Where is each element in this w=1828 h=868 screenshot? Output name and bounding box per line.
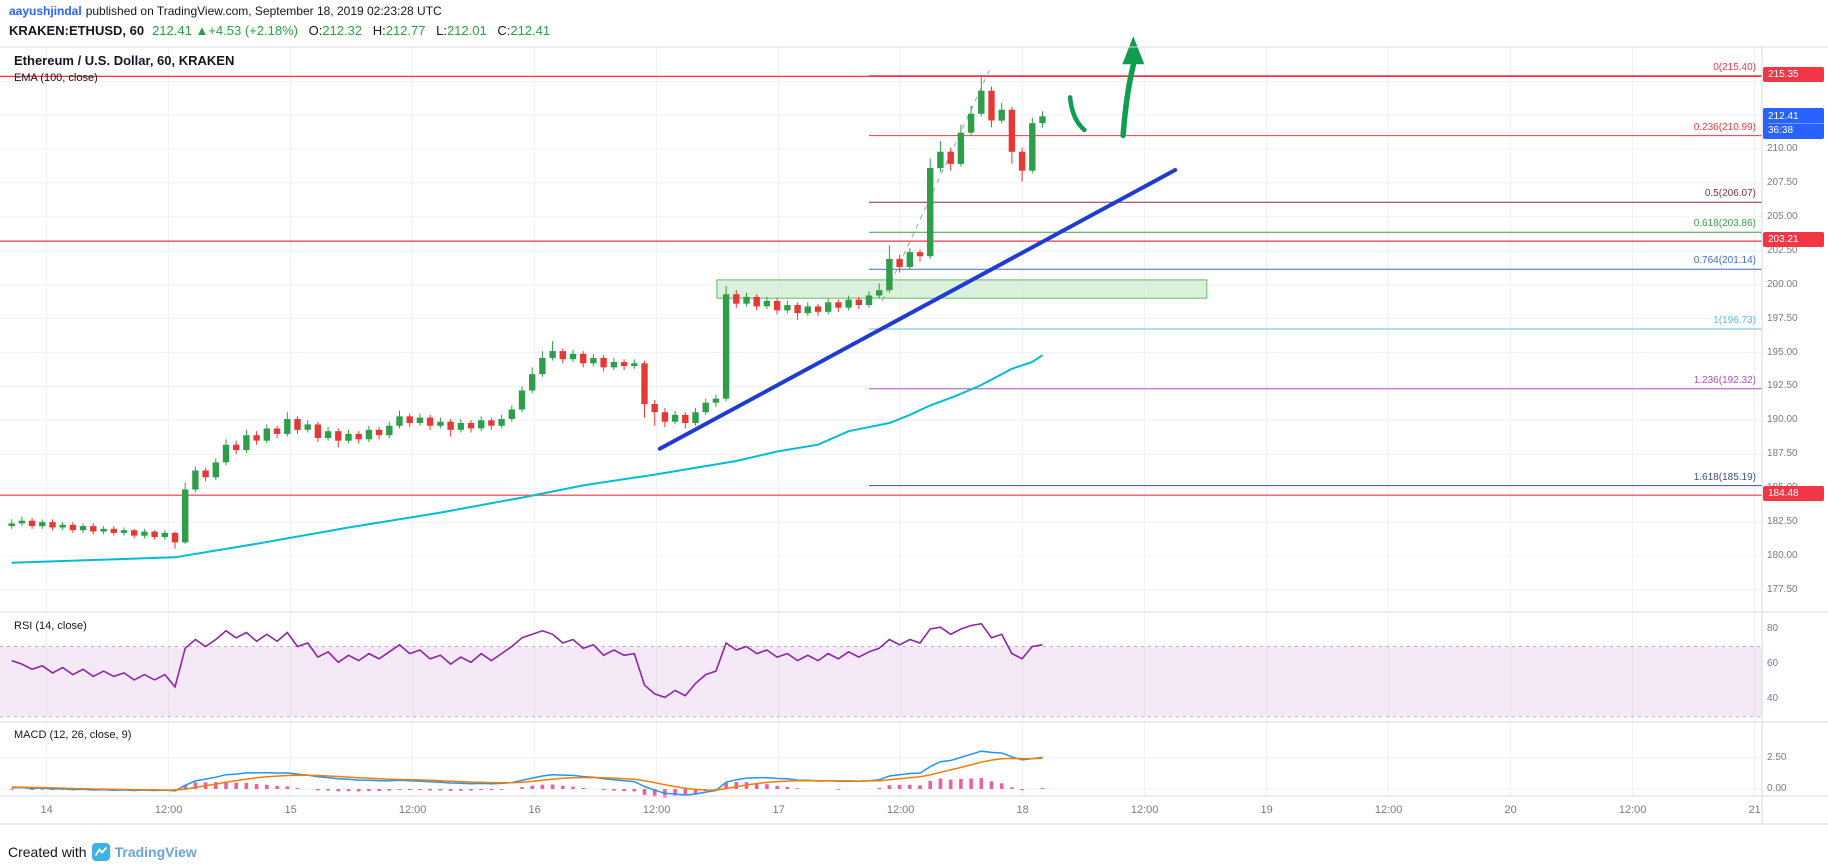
- last-price-label: 212.41 36:38: [1763, 108, 1824, 140]
- price-axis-label: 177.50: [1767, 583, 1798, 595]
- tradingview-brand-text[interactable]: TradingView: [114, 844, 197, 860]
- up-arrow-head: [1122, 36, 1145, 65]
- ohlc-close: C:212.41: [497, 23, 551, 38]
- symbol-title[interactable]: KRAKEN:ETHUSD, 60: [9, 23, 145, 38]
- ohlc-high: H:212.77: [372, 23, 426, 38]
- price-axis-label: 202.50: [1767, 244, 1798, 256]
- time-axis-label: 17: [772, 804, 785, 816]
- time-axis-label: 12:00: [1130, 804, 1159, 816]
- time-axis-label: 12:00: [1618, 804, 1647, 816]
- macd-pane-label[interactable]: MACD (12, 26, close, 9): [14, 729, 132, 741]
- ohlc-low: L:212.01: [436, 23, 487, 38]
- time-axis-label: 12:00: [398, 804, 427, 816]
- time-axis-label: 14: [40, 804, 53, 816]
- alert-price-label: 215.35: [1763, 67, 1824, 83]
- change-up-arrow-icon: ▲: [195, 23, 209, 38]
- price-axis-label: 190.00: [1767, 414, 1798, 426]
- bar-countdown: 36:38: [1768, 123, 1824, 137]
- price-axis-label: 197.50: [1767, 312, 1798, 324]
- price-change: +4.53 (+2.18%): [208, 23, 298, 38]
- price-axis-label: 200.00: [1767, 278, 1798, 290]
- publish-bar: aayushjindal published on TradingView.com…: [9, 4, 442, 18]
- time-axis-label: 15: [284, 804, 297, 816]
- price-axis-label: 210.00: [1767, 143, 1798, 154]
- macd-histogram: [9, 778, 1045, 798]
- grid-lines: [0, 47, 1762, 796]
- symbol-ohlc-bar: KRAKEN:ETHUSD, 60 212.41 ▲+4.53 (+2.18%) …: [9, 23, 550, 38]
- rsi-axis-label: 40: [1767, 693, 1779, 705]
- small-green-tick: [1067, 95, 1087, 133]
- time-axis[interactable]: 14 12:00 15 12:00 16 12:00 17 12:00 18 12:00 19 12:…: [0, 798, 1762, 824]
- horizontal-alert-lines[interactable]: [0, 75, 1762, 496]
- green-arrow-drawings[interactable]: [1067, 36, 1145, 139]
- time-axis-label: 12:00: [154, 804, 183, 816]
- time-axis-label: 12:00: [642, 804, 671, 816]
- last-price: 212.41: [152, 23, 192, 38]
- rsi-pane-label[interactable]: RSI (14, close): [14, 620, 87, 632]
- price-axis[interactable]: 210.00 207.50 205.00 202.50 200.00 197.50 195.…: [1762, 0, 1828, 868]
- time-axis-label: 20: [1504, 804, 1517, 816]
- price-axis-label: 207.50: [1767, 176, 1798, 188]
- pane-borders: [0, 46, 1828, 825]
- price-axis-label: 187.50: [1767, 448, 1798, 460]
- price-axis-label: 205.00: [1767, 210, 1798, 222]
- alert-price-label: 203.21: [1763, 232, 1824, 248]
- tradingview-logo-icon[interactable]: [91, 843, 110, 861]
- time-axis-label: 16: [528, 804, 541, 816]
- accumulation-zone-rectangle[interactable]: [716, 279, 1208, 299]
- rsi-band: [0, 646, 1762, 718]
- fib-retracement-lines[interactable]: [869, 75, 1762, 487]
- time-axis-label: 19: [1260, 804, 1273, 816]
- macd-axis-label: 2.50: [1767, 752, 1787, 763]
- price-axis-label: 192.50: [1767, 380, 1798, 392]
- rsi-axis-label: 80: [1767, 623, 1779, 634]
- price-axis-label: 195.00: [1767, 346, 1798, 358]
- rsi-line: [11, 622, 1043, 699]
- ohlc-open: O:212.32: [308, 23, 363, 38]
- time-axis-label: 21: [1748, 804, 1761, 816]
- macd-axis-label: 0.00: [1767, 783, 1787, 794]
- candlestick-series: [8, 77, 1046, 549]
- footer: Created with TradingView: [8, 843, 197, 861]
- rsi-axis-label: 60: [1767, 658, 1779, 670]
- alert-price-label: 184.48: [1763, 486, 1824, 502]
- last-price-value: 212.41: [1768, 111, 1799, 123]
- legend-symbol-title[interactable]: Ethereum / U.S. Dollar, 60, KRAKEN: [14, 53, 235, 68]
- main-chart-legend: Ethereum / U.S. Dollar, 60, KRAKEN EMA (…: [14, 53, 234, 84]
- time-axis-label: 18: [1016, 804, 1029, 816]
- ema-100-line: [11, 354, 1044, 564]
- author-link[interactable]: aayushjindal: [9, 4, 82, 18]
- price-axis-label: 180.00: [1767, 550, 1798, 561]
- macd-signal-line: [11, 757, 1043, 791]
- time-axis-label: 12:00: [1374, 804, 1403, 816]
- time-axis-label: 12:00: [886, 804, 915, 816]
- price-axis-label: 182.50: [1767, 516, 1798, 528]
- publish-info: published on TradingView.com, September …: [85, 4, 442, 18]
- legend-ema-indicator[interactable]: EMA (100, close): [14, 72, 98, 84]
- up-arrow-shaft: [1120, 62, 1137, 139]
- created-with-text: Created with: [8, 844, 87, 860]
- trend-line[interactable]: [657, 168, 1178, 451]
